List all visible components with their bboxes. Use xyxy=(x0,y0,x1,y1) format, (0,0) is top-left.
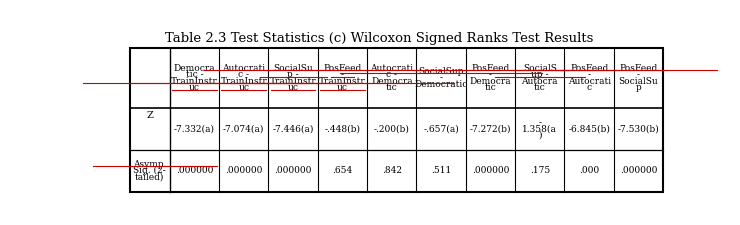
Text: Autocrati: Autocrati xyxy=(370,64,414,73)
Text: tic: tic xyxy=(534,83,545,92)
Text: -: - xyxy=(538,118,541,127)
Text: PosFeed: PosFeed xyxy=(323,64,362,73)
Text: SocialSu: SocialSu xyxy=(273,64,313,73)
Text: .000: .000 xyxy=(579,166,599,175)
Text: .842: .842 xyxy=(382,166,402,175)
Text: Democra: Democra xyxy=(371,77,413,86)
Text: TrainInstr: TrainInstr xyxy=(221,77,267,86)
Text: -: - xyxy=(341,70,344,79)
Text: -: - xyxy=(489,70,492,79)
Text: PosFeed: PosFeed xyxy=(619,64,658,73)
Text: -6.845(b): -6.845(b) xyxy=(568,124,610,133)
Text: uc: uc xyxy=(288,83,299,92)
Text: .000000: .000000 xyxy=(225,166,263,175)
Text: Democra: Democra xyxy=(174,64,215,73)
Text: -7.332(a): -7.332(a) xyxy=(174,124,215,133)
Text: p: p xyxy=(636,83,642,92)
Text: -.448(b): -.448(b) xyxy=(324,124,360,133)
Text: c: c xyxy=(587,83,592,92)
Text: Democratic: Democratic xyxy=(414,80,468,89)
Text: Sig. (2-: Sig. (2- xyxy=(133,166,166,175)
Text: .175: .175 xyxy=(530,166,550,175)
Text: -.657(a): -.657(a) xyxy=(423,124,459,133)
Text: PosFeed: PosFeed xyxy=(471,64,510,73)
Text: .000000: .000000 xyxy=(176,166,213,175)
Text: uc: uc xyxy=(238,83,249,92)
Text: SocialSup: SocialSup xyxy=(418,67,464,76)
Text: ): ) xyxy=(538,131,542,140)
Text: uc: uc xyxy=(337,83,348,92)
Text: -7.530(b): -7.530(b) xyxy=(618,124,659,133)
Text: .511: .511 xyxy=(431,166,451,175)
Text: Asymp.: Asymp. xyxy=(133,160,166,169)
Text: Autocrati: Autocrati xyxy=(568,77,610,86)
Text: tic: tic xyxy=(386,83,397,92)
Text: -: - xyxy=(440,74,443,83)
Text: Autocrati: Autocrati xyxy=(222,64,266,73)
Text: uc: uc xyxy=(189,83,200,92)
Text: -: - xyxy=(588,70,591,79)
Text: tailed): tailed) xyxy=(135,173,164,182)
Text: c -: c - xyxy=(386,70,397,79)
Text: 1.358(a: 1.358(a xyxy=(522,124,557,133)
Text: -7.446(a): -7.446(a) xyxy=(272,124,314,133)
Text: Autocra: Autocra xyxy=(522,77,558,86)
Text: tic: tic xyxy=(485,83,497,92)
Text: p -: p - xyxy=(287,70,299,79)
Text: TrainInstr: TrainInstr xyxy=(171,77,218,86)
Text: -: - xyxy=(637,70,640,79)
Text: PosFeed: PosFeed xyxy=(570,64,608,73)
Text: .000000: .000000 xyxy=(472,166,509,175)
Text: TrainInstr: TrainInstr xyxy=(270,77,317,86)
Text: -7.074(a): -7.074(a) xyxy=(223,124,264,133)
Text: -.200(b): -.200(b) xyxy=(374,124,410,133)
Text: Democra: Democra xyxy=(470,77,511,86)
Text: SocialSu: SocialSu xyxy=(619,77,659,86)
Text: -7.272(b): -7.272(b) xyxy=(470,124,511,133)
Text: tic -: tic - xyxy=(186,70,204,79)
Text: .000000: .000000 xyxy=(620,166,657,175)
Text: TrainInstr: TrainInstr xyxy=(319,77,366,86)
Text: up -: up - xyxy=(531,70,548,79)
Text: Z: Z xyxy=(147,111,153,120)
Text: .000000: .000000 xyxy=(275,166,312,175)
Text: SocialS: SocialS xyxy=(523,64,556,73)
Text: .654: .654 xyxy=(332,166,352,175)
Text: c -: c - xyxy=(238,70,249,79)
Text: Table 2.3 Test Statistics (c) Wilcoxon Signed Ranks Test Results: Table 2.3 Test Statistics (c) Wilcoxon S… xyxy=(165,32,593,45)
FancyBboxPatch shape xyxy=(130,48,663,192)
